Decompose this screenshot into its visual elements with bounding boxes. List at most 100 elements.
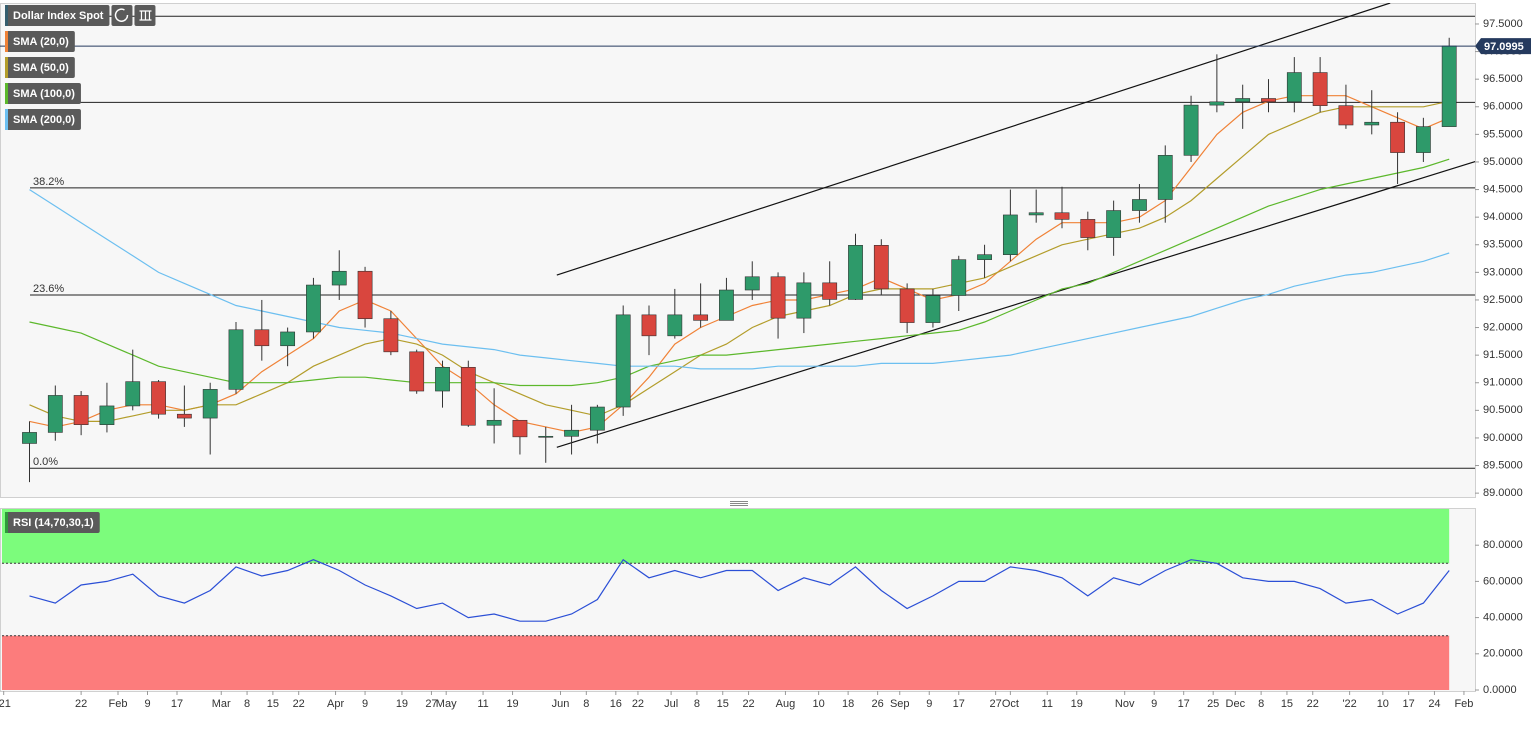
- legend-swatch: [5, 512, 8, 533]
- candle-body: [873, 245, 889, 290]
- legend-entry[interactable]: SMA (50,0): [5, 57, 75, 78]
- x-tick-label: 27: [425, 698, 437, 710]
- x-tick-label: 22: [742, 698, 754, 710]
- candle-body: [1415, 126, 1431, 153]
- candle-body: [125, 381, 141, 407]
- x-tick-label: 15: [267, 698, 279, 710]
- candle-body: [357, 270, 373, 320]
- x-tick-label: Aug: [776, 698, 796, 710]
- legend-label: SMA (200,0): [13, 114, 75, 126]
- candle-body: [383, 318, 399, 353]
- candle-body: [615, 314, 631, 408]
- candle-body: [564, 429, 579, 437]
- candle-body: [1338, 105, 1354, 126]
- x-tick-label: 15: [717, 698, 729, 710]
- x-tick-label: '22: [1342, 698, 1356, 710]
- y-tick-label: 80.0000: [1483, 539, 1523, 551]
- candle-body: [1390, 121, 1405, 153]
- x-tick-label: 9: [926, 698, 932, 710]
- legend-box: [5, 512, 100, 533]
- x-tick-label: Nov: [1115, 698, 1135, 710]
- x-tick-label: Jun: [552, 698, 570, 710]
- candle-body: [1286, 72, 1302, 103]
- legend-swatch: [5, 83, 8, 104]
- legend: Dollar Index Spot SMA (20,0) SMA (50,0) SMA…: [5, 5, 156, 533]
- x-tick-label: Oct: [1002, 698, 1019, 710]
- legend-entry[interactable]: SMA (20,0): [5, 31, 75, 52]
- x-tick-label: 10: [813, 698, 825, 710]
- legend-swatch: [5, 31, 8, 52]
- legend-title[interactable]: Dollar Index Spot: [5, 5, 110, 26]
- candle-body: [202, 389, 218, 419]
- y-tick-label: 89.0000: [1483, 487, 1523, 499]
- candle-body: [228, 329, 244, 390]
- candle-body: [176, 413, 192, 419]
- candle-body: [1441, 45, 1457, 127]
- candle-body: [1157, 155, 1173, 200]
- candle-body: [1364, 121, 1380, 126]
- y-tick-label: 97.5000: [1483, 18, 1523, 30]
- last-price-tag: [1475, 38, 1531, 55]
- candle-body: [1261, 98, 1276, 103]
- candle-body: [486, 419, 502, 426]
- y-tick-label: 40.0000: [1483, 612, 1523, 624]
- x-tick-label: 17: [953, 698, 965, 710]
- x-tick-label: 24: [1428, 698, 1440, 710]
- legend-entry[interactable]: SMA (200,0): [5, 109, 81, 130]
- sma-line: [29, 95, 1450, 434]
- panel-resize-handle[interactable]: [730, 501, 748, 506]
- legend-box: [5, 83, 81, 104]
- x-tick-label: Dec: [1226, 698, 1246, 710]
- legend-label: SMA (50,0): [13, 62, 69, 74]
- axes: 89.000089.500090.000090.500091.000091.50…: [0, 18, 1531, 710]
- legend-entry[interactable]: SMA (100,0): [5, 83, 81, 104]
- x-tick-label: 9: [144, 698, 150, 710]
- candle-body: [1054, 212, 1070, 220]
- y-tick-label: 92.5000: [1483, 294, 1523, 306]
- x-tick-label: Feb: [109, 698, 128, 710]
- legend-label: RSI (14,70,30,1): [13, 517, 94, 529]
- x-tick-label: 10: [1377, 698, 1389, 710]
- candle-body: [435, 366, 450, 392]
- legend-title[interactable]: RSI (14,70,30,1): [5, 512, 100, 533]
- x-tick-label: 11: [477, 698, 488, 710]
- candle-body: [1080, 219, 1096, 238]
- toolbar-button[interactable]: [134, 5, 156, 26]
- legend-swatch: [5, 5, 8, 26]
- x-tick-label: 26: [872, 698, 884, 710]
- candle-body: [47, 395, 63, 433]
- candle-body: [409, 351, 425, 392]
- y-tick-label: 89.5000: [1483, 459, 1523, 471]
- legend-box: [5, 57, 75, 78]
- candle-body: [589, 406, 605, 431]
- y-tick-label: 0.0000: [1483, 684, 1517, 696]
- candle-body: [1002, 214, 1018, 255]
- x-tick-label: 22: [75, 698, 87, 710]
- y-tick-label: 20.0000: [1483, 648, 1523, 660]
- x-tick-label: 22: [293, 698, 305, 710]
- fib-level-label: 38.2%: [33, 176, 64, 188]
- candle-body: [1312, 72, 1328, 106]
- y-tick-label: 95.5000: [1483, 128, 1523, 140]
- candle-body: [719, 289, 734, 321]
- candle-body: [667, 314, 683, 337]
- main-panel: [0, 3, 1476, 498]
- x-tick-label: 27: [990, 698, 1002, 710]
- candle-body: [641, 314, 657, 337]
- legend-box: [5, 5, 110, 26]
- x-tick-label: 19: [1071, 698, 1083, 710]
- y-tick-label: 94.5000: [1483, 183, 1523, 195]
- x-tick-label: 8: [583, 698, 589, 710]
- legend-label: SMA (100,0): [13, 88, 75, 100]
- y-tick-label: 91.5000: [1483, 349, 1523, 361]
- candle-body: [1132, 199, 1147, 211]
- candle-body: [280, 331, 296, 347]
- toolbar-button[interactable]: [111, 5, 133, 26]
- y-tick-label: 96.5000: [1483, 73, 1523, 85]
- fib-level-label: 23.6%: [33, 283, 64, 295]
- candle-body: [744, 276, 760, 291]
- x-tick-label: Sep: [890, 698, 910, 710]
- candle-body: [977, 254, 992, 260]
- candle-body: [1106, 210, 1122, 238]
